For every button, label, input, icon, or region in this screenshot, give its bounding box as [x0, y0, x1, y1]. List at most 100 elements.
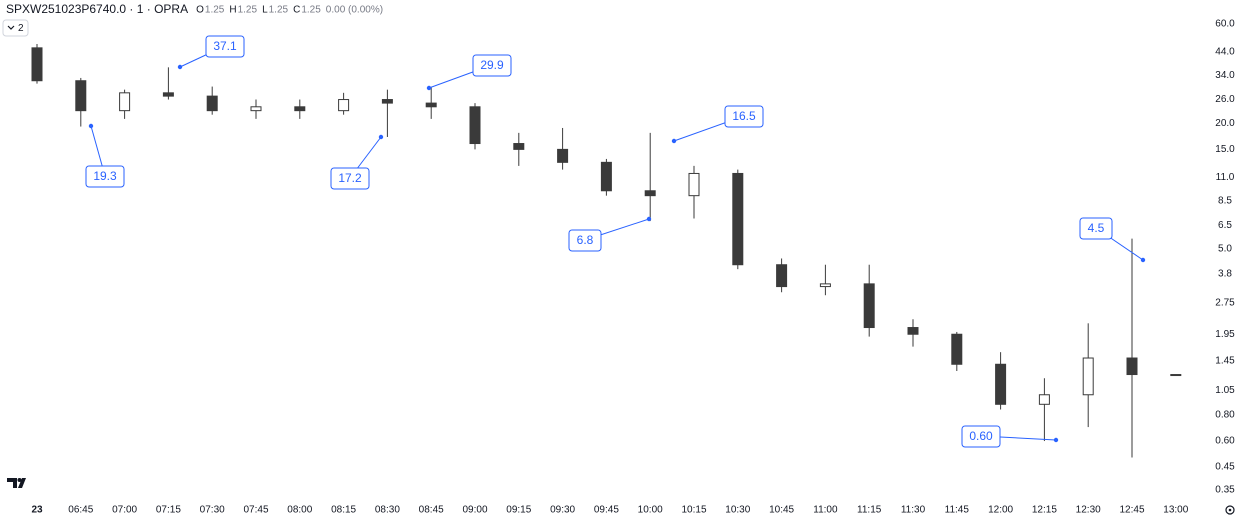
x-tick-label: 08:15 — [331, 505, 356, 516]
annotation-dot — [426, 85, 432, 91]
y-tick-label: 0.45 — [1215, 462, 1235, 473]
candle-body — [1126, 357, 1138, 376]
x-tick-label: 12:15 — [1032, 505, 1057, 516]
ohlc-value: 1.25 — [269, 5, 289, 16]
candle-body — [557, 148, 569, 163]
x-tick-label: 12:45 — [1119, 505, 1144, 516]
candle-body — [776, 264, 788, 288]
header: SPXW251023P6740.0 · 1 · OPRA — [6, 2, 188, 16]
ohlc-label: O — [196, 5, 204, 16]
annotation-box — [472, 54, 512, 77]
x-tick-label: 07:45 — [243, 505, 268, 516]
y-tick-label: 6.5 — [1218, 220, 1232, 231]
x-tick-label: 08:45 — [419, 505, 444, 516]
candle-body — [732, 172, 744, 266]
x-tick-label: 07:30 — [200, 505, 225, 516]
annotation-box — [1079, 217, 1113, 240]
y-tick-label: 1.05 — [1215, 385, 1235, 396]
y-tick-label: 5.0 — [1218, 244, 1232, 255]
x-tick-label: 11:15 — [857, 505, 882, 516]
candle-body — [1082, 357, 1094, 396]
annotation-dot — [646, 216, 652, 222]
annotation-dot — [671, 138, 677, 144]
candle-body — [206, 95, 218, 112]
y-tick-label: 26.0 — [1215, 94, 1235, 105]
candle-body — [819, 283, 831, 288]
y-tick-label: 2.75 — [1215, 298, 1235, 309]
logo — [7, 478, 26, 488]
annotation-box — [961, 425, 1001, 448]
annotation-label: 29.9 — [480, 58, 504, 72]
y-tick-label: 3.8 — [1218, 268, 1232, 279]
y-tick-label: 1.95 — [1215, 329, 1235, 340]
candle-body — [600, 161, 612, 192]
interval-button[interactable]: 2 — [2, 19, 29, 37]
candle-body — [338, 99, 350, 112]
candle-body — [688, 172, 700, 197]
x-tick-label: 10:00 — [638, 505, 663, 516]
annotation-box — [330, 167, 370, 190]
annotation-dot — [378, 134, 384, 140]
y-tick-label: 0.35 — [1215, 485, 1235, 496]
annotation-box — [724, 105, 764, 128]
annotation-box — [568, 229, 602, 252]
annotation-dot — [177, 64, 183, 70]
ohlc-value: 1.25 — [205, 5, 225, 16]
x-tick-label: 08:30 — [375, 505, 400, 516]
candle-body — [31, 47, 43, 82]
logo-mark — [7, 478, 26, 488]
candle-body — [951, 333, 963, 365]
ohlc-label: C — [293, 5, 300, 16]
x-tick-label: 09:30 — [550, 505, 575, 516]
x-tick-label: 08:00 — [287, 505, 312, 516]
x-tick-label: 06:45 — [68, 505, 93, 516]
ohlc-label: H — [229, 5, 236, 16]
y-tick-label: 8.5 — [1218, 195, 1232, 206]
x-tick-label: 10:45 — [769, 505, 794, 516]
y-tick-label: 0.60 — [1215, 436, 1235, 447]
x-tick-label: 10:30 — [725, 505, 750, 516]
change: 0.00 (0.00%) — [326, 5, 383, 16]
annotation-dot — [1140, 257, 1146, 263]
x-tick-label: 11:30 — [901, 505, 926, 516]
candle-body — [294, 106, 306, 112]
x-tick-label: 09:45 — [594, 505, 619, 516]
candle-body — [1170, 374, 1182, 377]
candle-body — [907, 327, 919, 335]
annotation-box — [205, 35, 245, 58]
x-tick-label: 09:15 — [506, 505, 531, 516]
annotation-label: 19.3 — [93, 169, 117, 183]
symbol: SPXW251023P6740.0 · 1 · OPRA — [6, 2, 188, 16]
annotation-dot — [88, 123, 94, 129]
annotation-box — [85, 165, 125, 188]
annotation-dot — [1053, 437, 1059, 443]
gear-center — [1228, 508, 1232, 512]
annotation-label: 37.1 — [213, 39, 237, 53]
candle-body — [381, 99, 393, 104]
x-tick-label: 07:15 — [156, 505, 181, 516]
candle-body — [469, 106, 481, 145]
y-tick-label: 1.45 — [1215, 356, 1235, 367]
gear[interactable] — [1225, 505, 1235, 515]
x-tick-label: 23 — [31, 505, 43, 516]
settings-icon[interactable] — [1225, 505, 1235, 515]
y-tick-label: 0.80 — [1215, 410, 1235, 421]
annotation-label: 17.2 — [338, 171, 362, 185]
y-tick-label: 15.0 — [1215, 144, 1235, 155]
candle-body — [863, 283, 875, 329]
x-tick-label: 07:00 — [112, 505, 137, 516]
x-tick-label: 12:00 — [988, 505, 1013, 516]
x-tick-label: 09:00 — [462, 505, 487, 516]
x-tick-label: 13:00 — [1163, 505, 1188, 516]
candle-body — [513, 143, 525, 150]
x-tick-label: 11:45 — [945, 505, 970, 516]
annotation-label: 0.60 — [969, 429, 993, 443]
candle-body — [162, 92, 174, 97]
candle-body — [644, 190, 656, 197]
button-label[interactable]: 2 — [18, 23, 24, 34]
ohlc-value: 1.25 — [238, 5, 258, 16]
button-frame[interactable] — [2, 19, 29, 37]
logo-dot — [17, 478, 22, 482]
y-tick-label: 60.0 — [1215, 18, 1235, 29]
